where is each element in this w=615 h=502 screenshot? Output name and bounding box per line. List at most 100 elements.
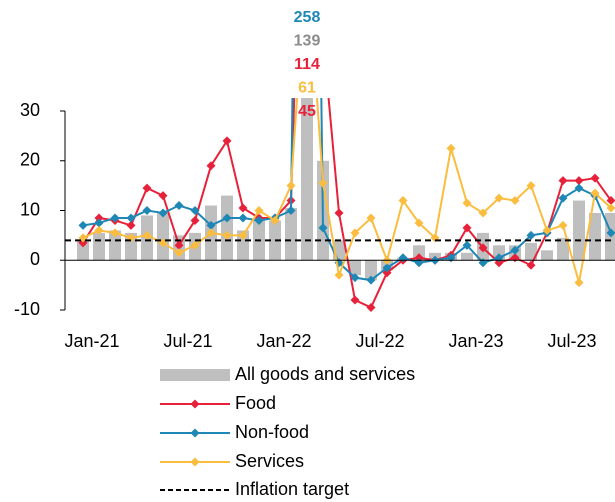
bar xyxy=(605,212,615,261)
marker xyxy=(558,176,568,186)
marker xyxy=(558,193,568,203)
marker xyxy=(158,191,168,201)
x-tick-label: Jul-23 xyxy=(547,331,596,351)
bar xyxy=(349,260,361,276)
marker xyxy=(606,203,615,213)
legend-label: All goods and services xyxy=(235,364,415,384)
marker xyxy=(590,188,600,198)
marker xyxy=(350,273,360,283)
marker xyxy=(190,215,200,225)
y-tick-label: 10 xyxy=(20,199,40,219)
legend-label: Non-food xyxy=(235,422,309,442)
marker xyxy=(462,223,472,233)
y-tick-label: 0 xyxy=(30,249,40,269)
marker xyxy=(254,215,264,225)
marker xyxy=(126,213,136,223)
marker xyxy=(478,243,488,253)
marker xyxy=(222,136,232,146)
y-tick-label: 30 xyxy=(20,100,40,120)
marker xyxy=(414,218,424,228)
data-label: 258 xyxy=(294,9,321,26)
plot-area xyxy=(65,98,615,313)
marker xyxy=(334,270,344,280)
marker xyxy=(174,240,184,250)
marker xyxy=(238,213,248,223)
marker xyxy=(590,173,600,183)
line xyxy=(82,98,612,309)
marker xyxy=(222,230,232,240)
marker xyxy=(382,263,392,273)
legend-label: Inflation target xyxy=(235,479,349,499)
marker xyxy=(366,275,376,285)
marker xyxy=(190,240,200,250)
legend-swatch xyxy=(160,369,230,381)
marker xyxy=(542,225,552,235)
marker xyxy=(110,228,120,238)
marker xyxy=(574,176,584,186)
bar xyxy=(285,208,297,261)
bar xyxy=(461,252,473,261)
marker xyxy=(206,220,216,230)
marker xyxy=(286,181,296,191)
bar xyxy=(525,242,537,261)
marker xyxy=(606,196,615,206)
marker xyxy=(142,183,152,193)
x-tick-label: Jan-23 xyxy=(448,331,503,351)
marker xyxy=(574,183,584,193)
bar xyxy=(157,212,169,261)
marker xyxy=(366,213,376,223)
bar xyxy=(301,98,313,261)
marker xyxy=(206,228,216,238)
marker xyxy=(318,178,328,188)
marker xyxy=(110,213,120,223)
bar xyxy=(541,250,553,261)
line xyxy=(82,98,612,283)
marker xyxy=(158,208,168,218)
marker xyxy=(574,278,584,288)
bar xyxy=(93,232,105,261)
marker xyxy=(446,143,456,153)
y-tick-label: -10 xyxy=(14,299,40,319)
bar xyxy=(237,230,249,261)
x-tick-label: Jan-22 xyxy=(256,331,311,351)
marker xyxy=(350,295,360,305)
marker xyxy=(366,303,376,313)
bar xyxy=(589,212,601,261)
bar xyxy=(109,230,121,261)
marker xyxy=(462,198,472,208)
marker xyxy=(126,220,136,230)
legend-marker xyxy=(190,457,200,467)
marker xyxy=(190,206,200,215)
marker xyxy=(398,196,408,206)
data-label: 139 xyxy=(294,33,321,50)
marker xyxy=(494,193,504,203)
marker xyxy=(94,213,104,223)
marker xyxy=(142,206,152,215)
marker xyxy=(142,230,152,240)
marker xyxy=(334,208,344,218)
bar xyxy=(221,195,233,261)
marker xyxy=(526,260,536,270)
marker xyxy=(606,228,615,238)
marker xyxy=(222,213,232,223)
legend-marker xyxy=(190,399,200,409)
marker xyxy=(238,203,248,213)
y-tick-label: 20 xyxy=(20,150,40,170)
marker xyxy=(510,245,520,255)
marker xyxy=(286,206,296,215)
bar xyxy=(573,200,585,261)
marker xyxy=(94,218,104,228)
marker xyxy=(238,230,248,240)
marker xyxy=(206,161,216,171)
marker xyxy=(350,228,360,238)
x-tick-label: Jul-22 xyxy=(355,331,404,351)
data-label: 114 xyxy=(294,56,320,73)
marker xyxy=(462,240,472,250)
x-tick-label: Jul-21 xyxy=(163,331,212,351)
marker xyxy=(318,223,328,233)
bar xyxy=(365,260,377,281)
marker xyxy=(94,225,104,235)
legend-label: Food xyxy=(235,393,276,413)
bar xyxy=(557,237,569,261)
